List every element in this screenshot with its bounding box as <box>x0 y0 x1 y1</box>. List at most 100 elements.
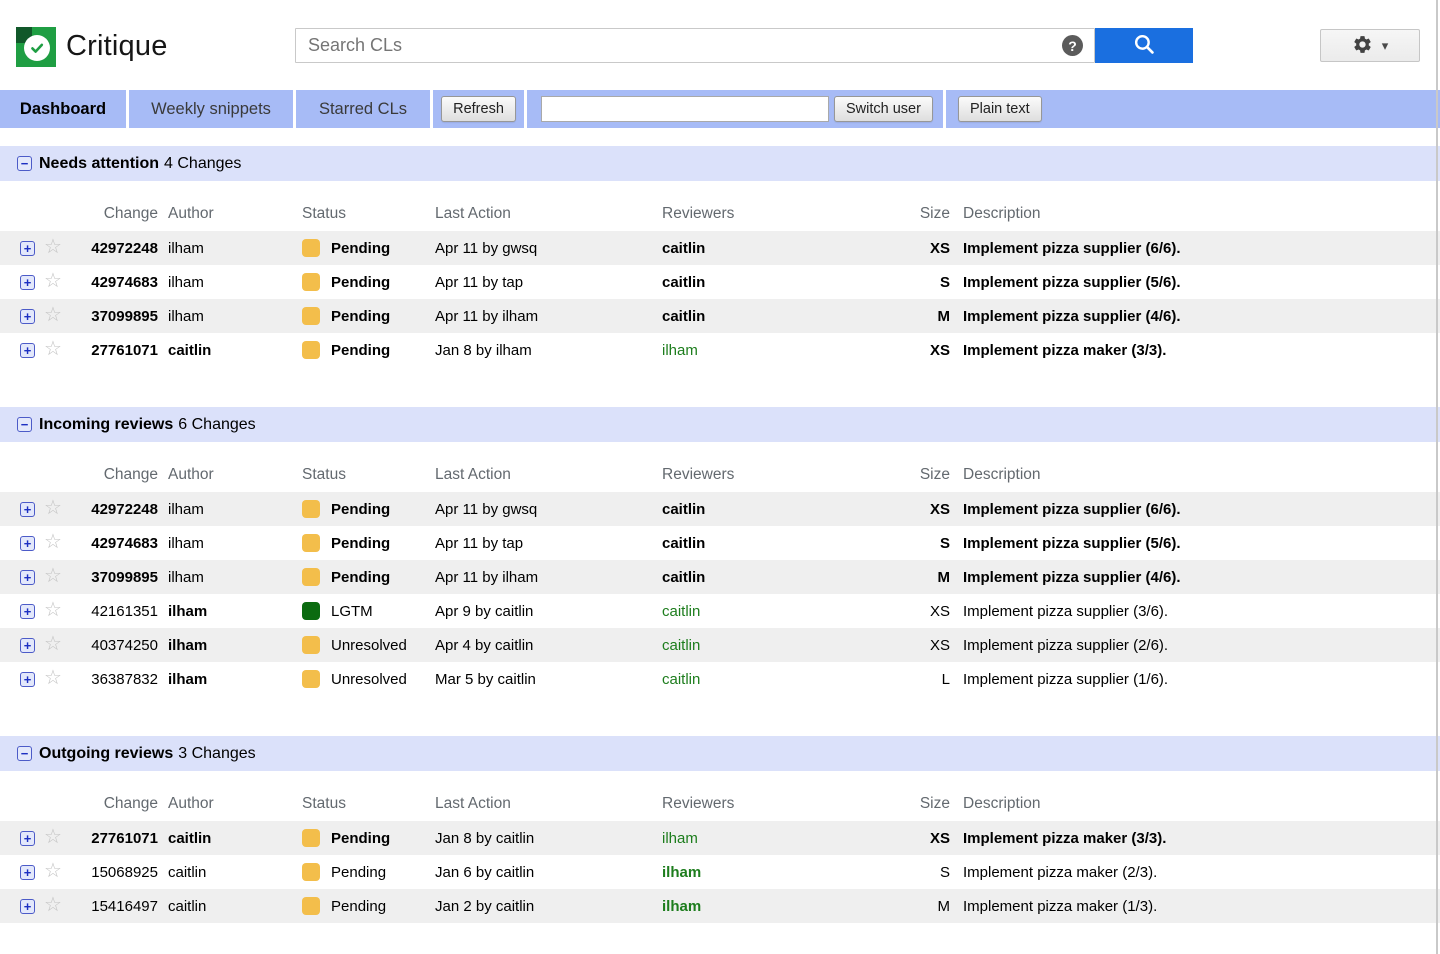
cl-last-action: Jan 2 by caitlin <box>435 897 535 915</box>
cl-number[interactable]: 42972248 <box>91 500 158 518</box>
expand-icon[interactable]: + <box>20 671 35 687</box>
star-icon[interactable]: ☆ <box>44 633 62 655</box>
star-icon[interactable]: ☆ <box>44 826 62 848</box>
search-button[interactable] <box>1095 28 1193 63</box>
cl-number[interactable]: 42972248 <box>91 239 158 257</box>
star-icon[interactable]: ☆ <box>44 599 62 621</box>
col-header-size: Size <box>919 205 950 222</box>
cl-row: + ☆ 42972248 ilham Pending Apr 11 by gws… <box>0 231 1440 265</box>
cl-reviewer: caitlin <box>662 500 706 518</box>
expand-icon[interactable]: + <box>20 240 35 256</box>
refresh-button[interactable]: Refresh <box>441 96 516 122</box>
settings-menu-button[interactable]: ▾ <box>1320 29 1420 62</box>
tab-starred-cls[interactable]: Starred CLs <box>318 99 408 118</box>
table-rows: + ☆ 42972248 ilham Pending Apr 11 by gws… <box>0 231 1440 367</box>
expand-icon[interactable]: + <box>20 308 35 324</box>
expand-icon[interactable]: + <box>20 501 35 517</box>
switch-user-button[interactable]: Switch user <box>834 96 933 122</box>
col-header-size: Size <box>919 795 950 812</box>
cl-status: Pending <box>331 500 391 518</box>
expand-icon[interactable]: + <box>20 342 35 358</box>
expand-icon[interactable]: + <box>20 274 35 290</box>
collapse-icon[interactable]: − <box>17 156 32 171</box>
status-icon <box>302 602 320 620</box>
cl-description: Implement pizza supplier (6/6). <box>963 500 1181 518</box>
col-header-last-action: Last Action <box>435 466 511 483</box>
search-input[interactable] <box>295 28 1095 63</box>
cl-row: + ☆ 42972248 ilham Pending Apr 11 by gws… <box>0 492 1440 526</box>
plain-text-button[interactable]: Plain text <box>958 96 1042 122</box>
search-bar: ? <box>295 28 1193 63</box>
col-header-change: Change <box>103 205 158 222</box>
app-title: Critique <box>66 30 168 62</box>
star-icon[interactable]: ☆ <box>44 338 62 360</box>
expand-icon[interactable]: + <box>20 898 35 914</box>
cl-description: Implement pizza supplier (3/6). <box>963 602 1169 620</box>
star-icon[interactable]: ☆ <box>44 531 62 553</box>
star-icon[interactable]: ☆ <box>44 270 62 292</box>
help-icon[interactable]: ? <box>1062 35 1083 56</box>
status-icon <box>302 863 320 881</box>
tab-dashboard[interactable]: Dashboard <box>19 99 107 118</box>
cl-reviewer: caitlin <box>662 568 706 586</box>
cl-reviewer: caitlin <box>662 307 706 325</box>
cl-description: Implement pizza maker (3/3). <box>963 341 1167 359</box>
cl-author: ilham <box>168 273 204 291</box>
col-header-last-action: Last Action <box>435 795 511 812</box>
expand-icon[interactable]: + <box>20 864 35 880</box>
collapse-icon[interactable]: − <box>17 417 32 432</box>
expand-icon[interactable]: + <box>20 535 35 551</box>
cl-reviewer: ilham <box>662 341 698 359</box>
cl-number[interactable]: 42161351 <box>91 602 158 620</box>
expand-icon[interactable]: + <box>20 830 35 846</box>
cl-size: M <box>937 897 951 915</box>
cl-number[interactable]: 37099895 <box>91 568 158 586</box>
cl-description: Implement pizza supplier (5/6). <box>963 534 1181 552</box>
cl-number[interactable]: 27761071 <box>91 829 158 847</box>
cl-size: XS <box>929 829 950 847</box>
cl-table: Change Author Status Last Action Reviewe… <box>0 458 1440 696</box>
tab-weekly-snippets[interactable]: Weekly snippets <box>151 99 271 118</box>
cl-author: caitlin <box>168 829 212 847</box>
col-header-author: Author <box>168 205 214 222</box>
cl-description: Implement pizza maker (2/3). <box>963 863 1158 881</box>
cl-number[interactable]: 36387832 <box>91 670 158 688</box>
star-icon[interactable]: ☆ <box>44 236 62 258</box>
switch-user-input[interactable] <box>541 96 829 122</box>
cl-reviewer: caitlin <box>662 273 706 291</box>
cl-author: ilham <box>168 307 204 325</box>
star-icon[interactable]: ☆ <box>44 860 62 882</box>
expand-icon[interactable]: + <box>20 569 35 585</box>
star-icon[interactable]: ☆ <box>44 894 62 916</box>
cl-status: Pending <box>331 341 391 359</box>
col-header-status: Status <box>302 466 346 483</box>
cl-row: + ☆ 37099895 ilham Pending Apr 11 by ilh… <box>0 560 1440 594</box>
star-icon[interactable]: ☆ <box>44 667 62 689</box>
section-title: Incoming reviews <box>39 415 174 433</box>
col-header-change: Change <box>103 466 158 483</box>
expand-icon[interactable]: + <box>20 603 35 619</box>
cl-number[interactable]: 42974683 <box>91 534 158 552</box>
collapse-icon[interactable]: − <box>17 746 32 761</box>
cl-author: ilham <box>168 500 204 518</box>
status-icon <box>302 534 320 552</box>
cl-number[interactable]: 40374250 <box>91 636 158 654</box>
cl-number[interactable]: 37099895 <box>91 307 158 325</box>
cl-number[interactable]: 42974683 <box>91 273 158 291</box>
star-icon[interactable]: ☆ <box>44 565 62 587</box>
star-icon[interactable]: ☆ <box>44 304 62 326</box>
status-icon <box>302 636 320 654</box>
cl-row: + ☆ 27761071 caitlin Pending Jan 8 by il… <box>0 333 1440 367</box>
col-header-author: Author <box>168 466 214 483</box>
cl-author: ilham <box>168 568 204 586</box>
cl-row: + ☆ 36387832 ilham Unresolved Mar 5 by c… <box>0 662 1440 696</box>
cl-author: caitlin <box>168 863 207 881</box>
cl-number[interactable]: 15068925 <box>91 863 158 881</box>
cl-size: S <box>939 534 950 552</box>
cl-last-action: Apr 4 by caitlin <box>435 636 534 654</box>
cl-number[interactable]: 15416497 <box>91 897 158 915</box>
expand-icon[interactable]: + <box>20 637 35 653</box>
cl-number[interactable]: 27761071 <box>91 341 158 359</box>
gear-icon <box>1352 34 1373 58</box>
star-icon[interactable]: ☆ <box>44 497 62 519</box>
